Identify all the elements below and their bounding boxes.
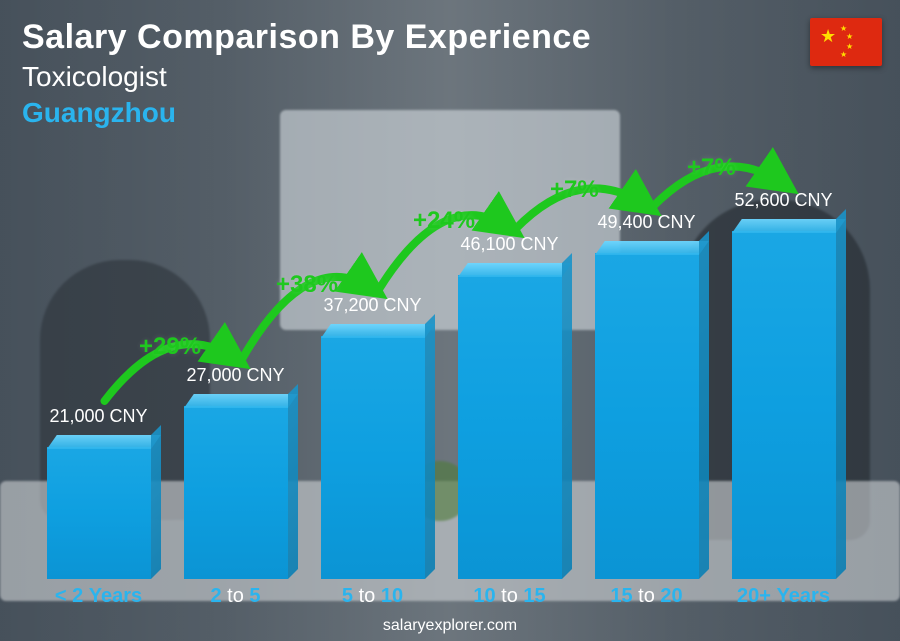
increase-pct-label: +24% [413, 207, 475, 235]
bar-front [47, 447, 151, 579]
bar: 49,400 CNY [595, 241, 699, 579]
stage: Salary Comparison By Experience Toxicolo… [0, 0, 900, 641]
bar-value-label: 52,600 CNY [734, 190, 832, 211]
bar-value-label: 37,200 CNY [323, 295, 421, 316]
bar-side [699, 231, 709, 579]
x-axis-labels: < 2 Years2 to 55 to 1010 to 1515 to 2020… [30, 585, 852, 613]
x-label-part: 5 [249, 585, 260, 607]
flag-star-big: ★ [820, 26, 836, 47]
bar-side [562, 253, 572, 579]
page-city: Guangzhou [22, 97, 591, 129]
x-axis-label: < 2 Years [39, 585, 159, 608]
x-label-part: to [353, 585, 381, 607]
bar-top [458, 263, 572, 277]
title-block: Salary Comparison By Experience Toxicolo… [22, 18, 591, 129]
bar: 21,000 CNY [47, 435, 151, 579]
x-label-part: to [496, 585, 524, 607]
x-label-part: 10 [473, 585, 495, 607]
bar-top [184, 394, 298, 408]
increase-pct-label: +7% [550, 176, 599, 204]
bar-top [321, 324, 435, 338]
bar-side [425, 314, 435, 579]
bar-front [732, 231, 836, 579]
x-label-part: Years [777, 585, 830, 607]
x-label-part: to [222, 585, 250, 607]
bar: 52,600 CNY [732, 219, 836, 579]
flag-star-4: ★ [840, 50, 847, 59]
x-axis-label: 20+ Years [724, 585, 844, 608]
bar: 37,200 CNY [321, 324, 425, 579]
page-title: Salary Comparison By Experience [22, 18, 591, 57]
bar-side [151, 425, 161, 579]
footer-text: salaryexplorer.com [0, 617, 900, 635]
bar: 46,100 CNY [458, 263, 562, 579]
flag-china: ★ ★ ★ ★ ★ [810, 18, 882, 66]
increase-pct-label: +7% [687, 154, 736, 182]
bar-top [732, 219, 846, 233]
page-subtitle: Toxicologist [22, 61, 591, 93]
x-axis-label: 10 to 15 [450, 585, 570, 608]
x-label-part: 10 [381, 585, 403, 607]
bar-value-label: 21,000 CNY [49, 406, 147, 427]
x-label-part: Years [89, 585, 142, 607]
bar-top [47, 435, 161, 449]
bar-top [595, 241, 709, 255]
salary-bar-chart: 21,000 CNY 27,000 CNY 37,200 CNY 46,100 CNY… [30, 149, 852, 579]
x-label-part: 15 [523, 585, 545, 607]
bar-value-label: 46,100 CNY [460, 234, 558, 255]
bar-value-label: 49,400 CNY [597, 212, 695, 233]
x-axis-label: 2 to 5 [176, 585, 296, 608]
x-label-part: 20+ [737, 585, 771, 607]
bar-front [595, 253, 699, 579]
flag-star-2: ★ [846, 32, 853, 41]
x-label-part: to [633, 585, 661, 607]
bar-side [836, 209, 846, 579]
bar-front [321, 336, 425, 579]
bar-side [288, 384, 298, 579]
x-label-part: < 2 [55, 585, 83, 607]
x-axis-label: 5 to 10 [313, 585, 433, 608]
x-label-part: 20 [660, 585, 682, 607]
x-axis-label: 15 to 20 [587, 585, 707, 608]
x-label-part: 2 [210, 585, 221, 607]
x-label-part: 5 [342, 585, 353, 607]
bar-front [458, 275, 562, 579]
bar-front [184, 406, 288, 579]
x-label-part: 15 [610, 585, 632, 607]
bar-value-label: 27,000 CNY [186, 365, 284, 386]
bar: 27,000 CNY [184, 394, 288, 579]
increase-pct-label: +29% [139, 333, 201, 361]
increase-pct-label: +38% [276, 271, 338, 299]
